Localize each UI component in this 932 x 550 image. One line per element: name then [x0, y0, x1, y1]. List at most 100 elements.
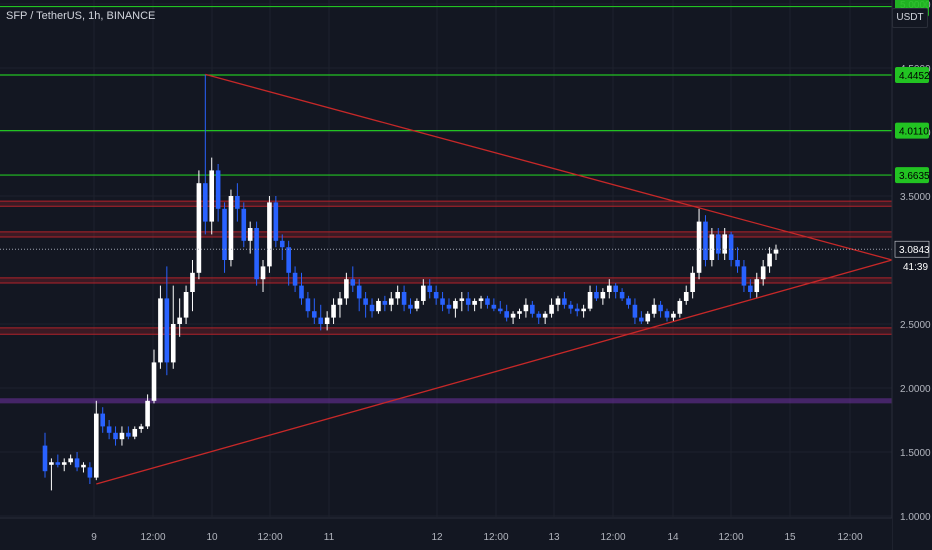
candle-body	[497, 308, 503, 312]
candle-body	[408, 304, 413, 309]
candle-body	[715, 234, 721, 254]
candle-body	[158, 298, 163, 363]
candle-body	[658, 304, 663, 312]
level-price-label: 4.0110	[895, 122, 929, 139]
candle-body	[465, 298, 471, 305]
trendline[interactable]	[205, 73, 893, 261]
candle	[170, 285, 176, 369]
candle-body	[485, 298, 490, 305]
candle	[260, 260, 266, 292]
time-tick-label: 12:00	[837, 532, 862, 543]
candle-body	[382, 300, 388, 305]
candle	[683, 285, 689, 305]
candle-body	[145, 400, 150, 427]
currency-button[interactable]: USDT	[892, 8, 928, 28]
candle	[465, 292, 471, 312]
candle-body	[369, 304, 375, 312]
candle-body	[260, 266, 266, 280]
candle-body	[427, 285, 433, 292]
candle-body	[574, 308, 580, 312]
candle-body	[741, 266, 747, 286]
candle	[106, 420, 112, 440]
candle	[722, 228, 728, 260]
candle-body	[267, 202, 272, 267]
candle-body	[279, 240, 285, 248]
candle	[190, 260, 195, 312]
candle-body	[722, 234, 728, 254]
candle-body	[459, 298, 465, 301]
candle-body	[619, 292, 625, 299]
trendline[interactable]	[96, 259, 893, 485]
candle-body	[549, 304, 554, 314]
candle	[209, 157, 215, 235]
candle-body	[363, 298, 368, 305]
candle	[151, 349, 157, 404]
candle-body	[504, 311, 509, 318]
candle	[235, 183, 240, 222]
time-axis-panel[interactable]	[0, 518, 892, 550]
candle-body	[113, 432, 118, 440]
time-tick-label: 14	[667, 532, 679, 543]
candle	[119, 426, 125, 446]
candle-body	[530, 304, 535, 314]
candle	[350, 266, 356, 292]
candle-body	[523, 304, 529, 312]
candle-body	[42, 445, 48, 472]
candle-body	[735, 260, 740, 267]
candle	[81, 462, 86, 473]
candle	[491, 298, 497, 312]
candle	[594, 285, 599, 301]
candle-body	[683, 292, 689, 301]
candle	[74, 452, 80, 472]
price-axis-panel[interactable]	[892, 0, 932, 550]
candle	[645, 311, 651, 324]
candle	[401, 285, 407, 312]
candle	[421, 279, 426, 305]
candle	[299, 272, 304, 305]
candle	[715, 228, 721, 260]
candle	[331, 298, 336, 324]
candle	[369, 298, 375, 318]
candle-body	[568, 304, 574, 309]
candle	[497, 300, 503, 314]
countdown-text: 41:39	[903, 262, 928, 273]
candle-body	[767, 253, 772, 267]
candle	[324, 311, 330, 331]
candle	[158, 285, 163, 369]
candle-body	[645, 313, 651, 322]
candle	[241, 202, 247, 248]
candle	[478, 295, 484, 309]
time-tick-label: 15	[784, 532, 796, 543]
candle-body	[587, 292, 593, 309]
resistance-zone	[0, 200, 892, 207]
time-tick-label: 12:00	[718, 532, 743, 543]
candle	[126, 426, 131, 440]
candle	[203, 74, 208, 235]
candle	[523, 298, 529, 318]
candle	[318, 304, 324, 331]
candle-body	[164, 298, 170, 363]
support-zone-purple	[0, 398, 892, 404]
candle-body	[254, 228, 259, 280]
candle-body	[632, 304, 638, 318]
candle	[145, 394, 150, 429]
chart-title: SFP / TetherUS, 1h, BINANCE	[6, 10, 156, 22]
candle-body	[594, 292, 599, 299]
candle-body	[510, 313, 516, 318]
price-tick-label: 1.0000	[900, 512, 931, 523]
candle-body	[100, 413, 106, 427]
candle-body	[760, 266, 766, 280]
candle-body	[690, 272, 695, 292]
candle-body	[626, 298, 631, 305]
candle	[658, 300, 663, 318]
candle	[312, 298, 317, 324]
level-label-text: 4.0110	[899, 127, 929, 138]
candle-body	[536, 313, 542, 318]
candle-body	[542, 313, 548, 318]
candle	[555, 295, 561, 312]
candle	[504, 304, 509, 322]
candle	[696, 208, 702, 280]
